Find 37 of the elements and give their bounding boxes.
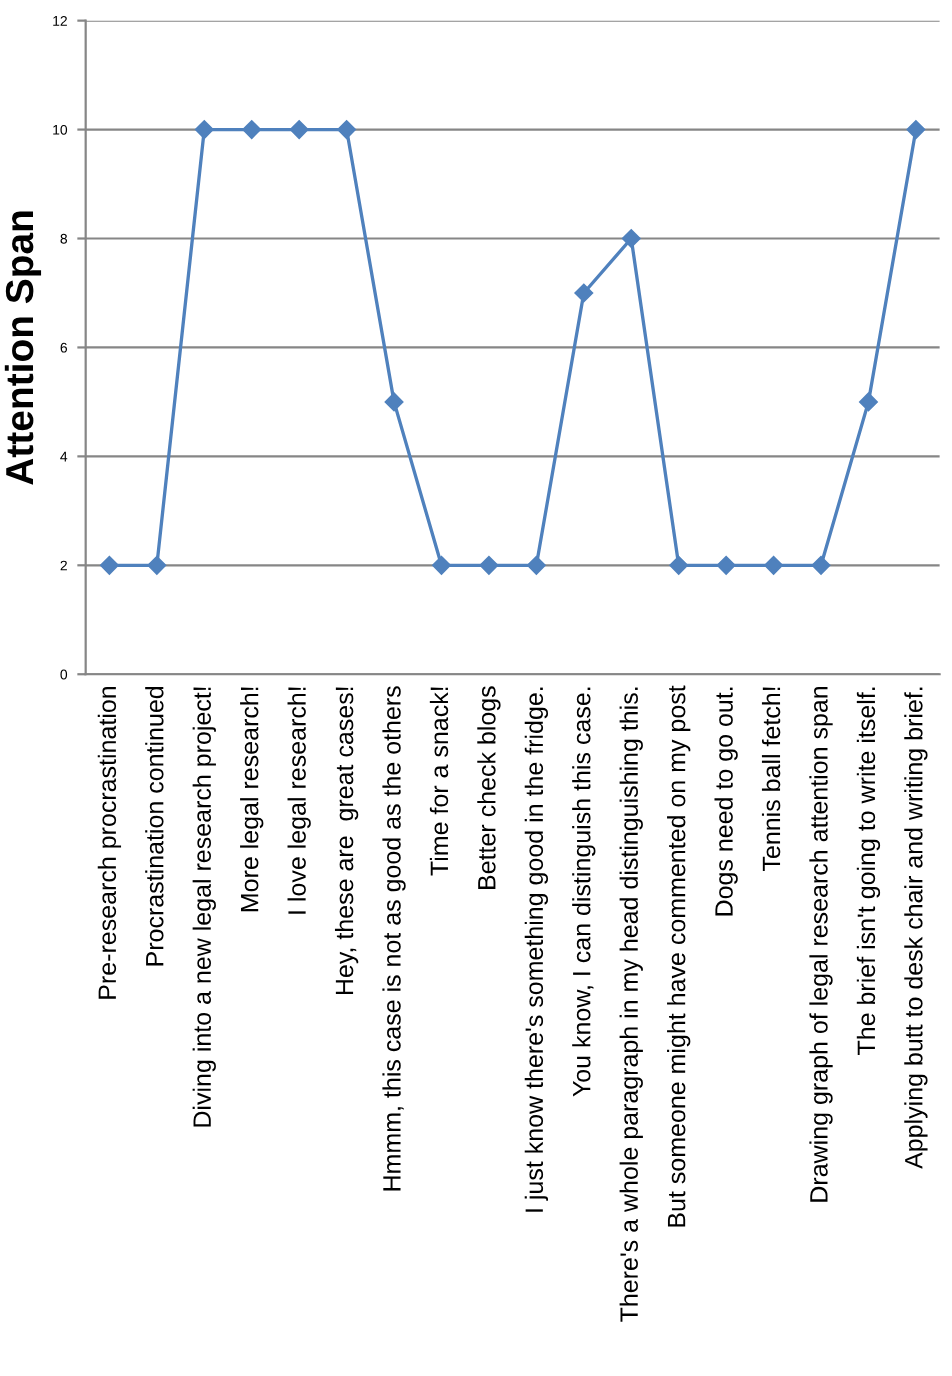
x-tick-label: Hmmm, this case is not as good as the others xyxy=(382,686,406,1191)
point xyxy=(811,556,831,575)
point xyxy=(906,120,926,139)
x-tick-label: I just know there's something good in the fridge. xyxy=(524,687,549,1212)
point xyxy=(432,556,451,575)
x-tick-label: Better check blogs xyxy=(477,686,501,889)
point xyxy=(574,283,594,303)
point xyxy=(384,392,404,412)
point xyxy=(859,392,878,412)
x-tick-label: Applying butt to desk chair and writing brief. xyxy=(904,687,928,1169)
x-tick-label: Dogs need to go out. xyxy=(714,687,738,916)
x-tick-label: There's a whole paragraph in my head distinguishing this. xyxy=(619,687,643,1322)
x-tick-label: I love legal research! xyxy=(287,687,311,914)
point xyxy=(479,556,499,575)
x-tick-label: But someone might have commented on my post xyxy=(667,685,691,1227)
point xyxy=(147,556,167,575)
point xyxy=(669,556,688,575)
point xyxy=(289,120,309,139)
x-tick-label: Hey, these are great cases! xyxy=(334,687,359,995)
point xyxy=(195,120,214,139)
x-tick-label: Pre-research procrastination xyxy=(97,686,122,999)
point xyxy=(100,556,119,575)
x-tick-label: The brief isn't going to write itself. xyxy=(856,687,881,1055)
x-tick-label: Diving into a new legal research project! xyxy=(192,687,216,1127)
point xyxy=(764,556,783,575)
point xyxy=(242,120,261,139)
x-tick-label: Procrastination continued xyxy=(145,686,164,966)
point xyxy=(622,229,641,248)
x-tick-label: You know, I can distinguish this case. xyxy=(572,687,596,1097)
x-tick-label: More legal research! xyxy=(240,687,264,912)
y-axis-title: Attention Span xyxy=(4,211,42,485)
point xyxy=(716,556,736,575)
x-tick-label: Tennis ball fetch! xyxy=(761,687,781,871)
x-tick-label: Time for a snack! xyxy=(429,687,449,876)
point xyxy=(527,556,546,575)
point xyxy=(337,120,356,139)
x-tick-label: Drawing graph of legal research attention span xyxy=(809,686,833,1202)
